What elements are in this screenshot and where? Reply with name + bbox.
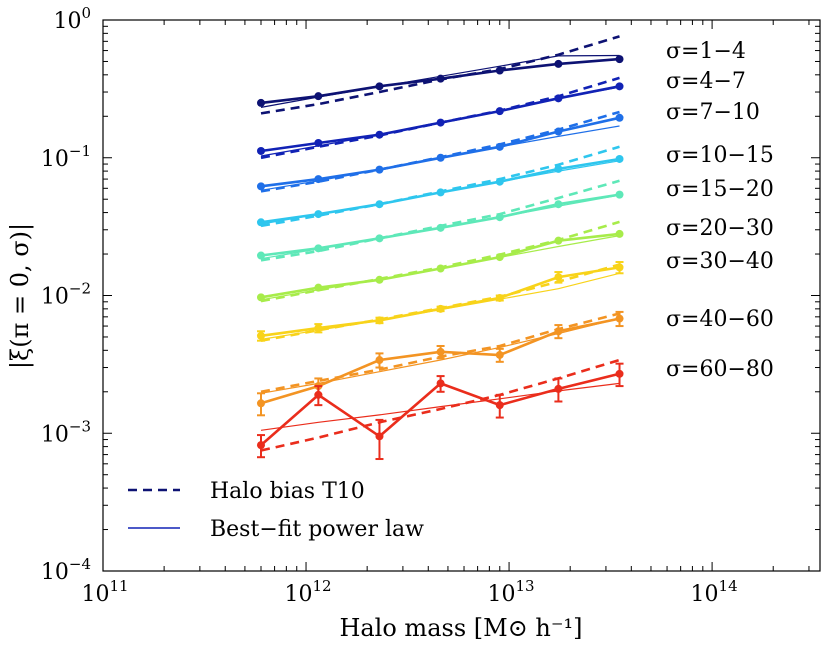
x-tick-label: 1012 (284, 577, 331, 607)
data-point (436, 223, 445, 232)
series-7 (256, 261, 624, 342)
y-axis-label: |ξ(π = 0, σ)| (6, 223, 35, 369)
data-point (495, 213, 504, 222)
y-tick-label: 10−3 (41, 417, 91, 447)
data-point (554, 164, 563, 173)
x-tick-label: 1014 (691, 577, 738, 607)
data-point (375, 356, 384, 365)
data-point (554, 273, 563, 282)
data-point (256, 293, 265, 302)
data-point (436, 379, 445, 388)
series-1 (256, 35, 624, 115)
data-point (375, 130, 384, 139)
data-point (615, 113, 624, 122)
data-point (495, 66, 504, 75)
data-point (314, 244, 323, 253)
data-point (436, 118, 445, 127)
data-point (615, 314, 624, 323)
data-point (256, 182, 265, 191)
data-point (615, 369, 624, 378)
series-label: σ=1−4 (666, 39, 746, 64)
data-point (375, 82, 384, 91)
axis-ticks: 1011 1012 1013 1014 10−4 10−3 10−2 10−1 100 (41, 4, 820, 607)
data-point (314, 138, 323, 147)
data-point (554, 127, 563, 136)
data-point (615, 82, 624, 91)
data-point (375, 165, 384, 174)
data-point (495, 401, 504, 410)
data-point (495, 107, 504, 116)
data-point (495, 350, 504, 359)
data-point (436, 188, 445, 197)
data-point (314, 210, 323, 219)
x-tick-label: 1013 (488, 577, 535, 607)
y-tick-label: 10−2 (41, 280, 91, 310)
data-point (554, 327, 563, 336)
data-point (256, 146, 265, 155)
series-label: σ=30−40 (666, 249, 774, 274)
series-3 (256, 110, 624, 193)
data-point (314, 175, 323, 184)
data-point (436, 264, 445, 273)
data-point (615, 55, 624, 64)
plot-area (256, 35, 624, 461)
legend-label-1: Halo bias T10 (210, 479, 365, 504)
x-axis-label: Halo mass [M⊙ h⁻¹] (339, 614, 582, 642)
data-point (375, 275, 384, 284)
series-labels: σ=1−4 σ=4−7 σ=7−10 σ=10−15 σ=15−20 σ=20−30 σ=3… (666, 39, 774, 382)
legend: Halo bias T10 Best−fit power law (128, 479, 424, 542)
data-point (495, 177, 504, 186)
x-tick-label: 1011 (81, 577, 128, 607)
data-point (554, 384, 563, 393)
series-label: σ=7−10 (666, 100, 760, 125)
series-label: σ=10−15 (666, 143, 774, 168)
data-point (256, 441, 265, 450)
data-point (375, 432, 384, 441)
data-point (314, 283, 323, 292)
data-point (495, 253, 504, 262)
y-tick-label: 10−1 (41, 142, 91, 172)
data-point (554, 59, 563, 68)
data-point (375, 234, 384, 243)
data-point (615, 154, 624, 163)
data-point (256, 98, 265, 107)
data-point (436, 347, 445, 356)
data-point (314, 324, 323, 333)
y-tick-label: 100 (53, 4, 91, 34)
series-2 (256, 76, 624, 160)
data-point (314, 390, 323, 399)
data-point (554, 236, 563, 245)
series-label: σ=20−30 (666, 216, 774, 241)
data-point (436, 74, 445, 83)
data-point (615, 263, 624, 272)
data-point (375, 316, 384, 325)
series-9 (256, 358, 624, 461)
data-point (554, 200, 563, 209)
series-6 (256, 220, 624, 303)
series-4 (256, 145, 624, 228)
data-point (256, 251, 265, 260)
series-5 (256, 179, 624, 262)
data-point (615, 190, 624, 199)
data-point (256, 399, 265, 408)
data-point (495, 293, 504, 302)
series-label: σ=4−7 (666, 69, 746, 94)
data-point (375, 200, 384, 209)
data-point (554, 94, 563, 103)
data-point (256, 218, 265, 227)
data-point (436, 304, 445, 313)
y-tick-label: 10−4 (41, 555, 91, 585)
data-point (495, 142, 504, 151)
data-point (256, 331, 265, 340)
series-label: σ=60−80 (666, 357, 774, 382)
data-point (436, 153, 445, 162)
data-point (615, 229, 624, 238)
data-point (314, 92, 323, 101)
series-label: σ=15−20 (666, 177, 774, 202)
legend-label-2: Best−fit power law (210, 517, 424, 542)
series-label: σ=40−60 (666, 307, 774, 332)
